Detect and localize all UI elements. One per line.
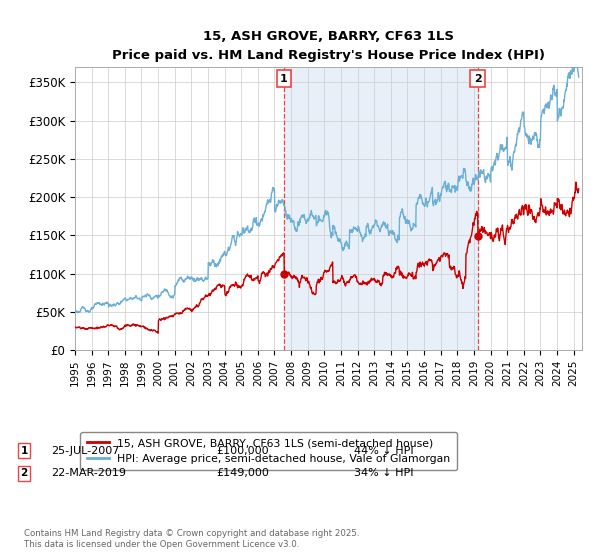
Text: 34% ↓ HPI: 34% ↓ HPI bbox=[354, 468, 413, 478]
Text: 1: 1 bbox=[20, 446, 28, 456]
Title: 15, ASH GROVE, BARRY, CF63 1LS
Price paid vs. HM Land Registry's House Price Ind: 15, ASH GROVE, BARRY, CF63 1LS Price pai… bbox=[112, 30, 545, 62]
Text: Contains HM Land Registry data © Crown copyright and database right 2025.
This d: Contains HM Land Registry data © Crown c… bbox=[24, 529, 359, 549]
Text: 2: 2 bbox=[20, 468, 28, 478]
Text: 1: 1 bbox=[280, 74, 288, 83]
Text: £100,000: £100,000 bbox=[216, 446, 269, 456]
Bar bbox=[284, 67, 478, 350]
Text: 22-MAR-2019: 22-MAR-2019 bbox=[51, 468, 126, 478]
Text: 25-JUL-2007: 25-JUL-2007 bbox=[51, 446, 119, 456]
Text: 44% ↓ HPI: 44% ↓ HPI bbox=[354, 446, 413, 456]
Legend: 15, ASH GROVE, BARRY, CF63 1LS (semi-detached house), HPI: Average price, semi-d: 15, ASH GROVE, BARRY, CF63 1LS (semi-det… bbox=[80, 432, 457, 470]
Text: 2: 2 bbox=[474, 74, 481, 83]
Text: £149,000: £149,000 bbox=[216, 468, 269, 478]
